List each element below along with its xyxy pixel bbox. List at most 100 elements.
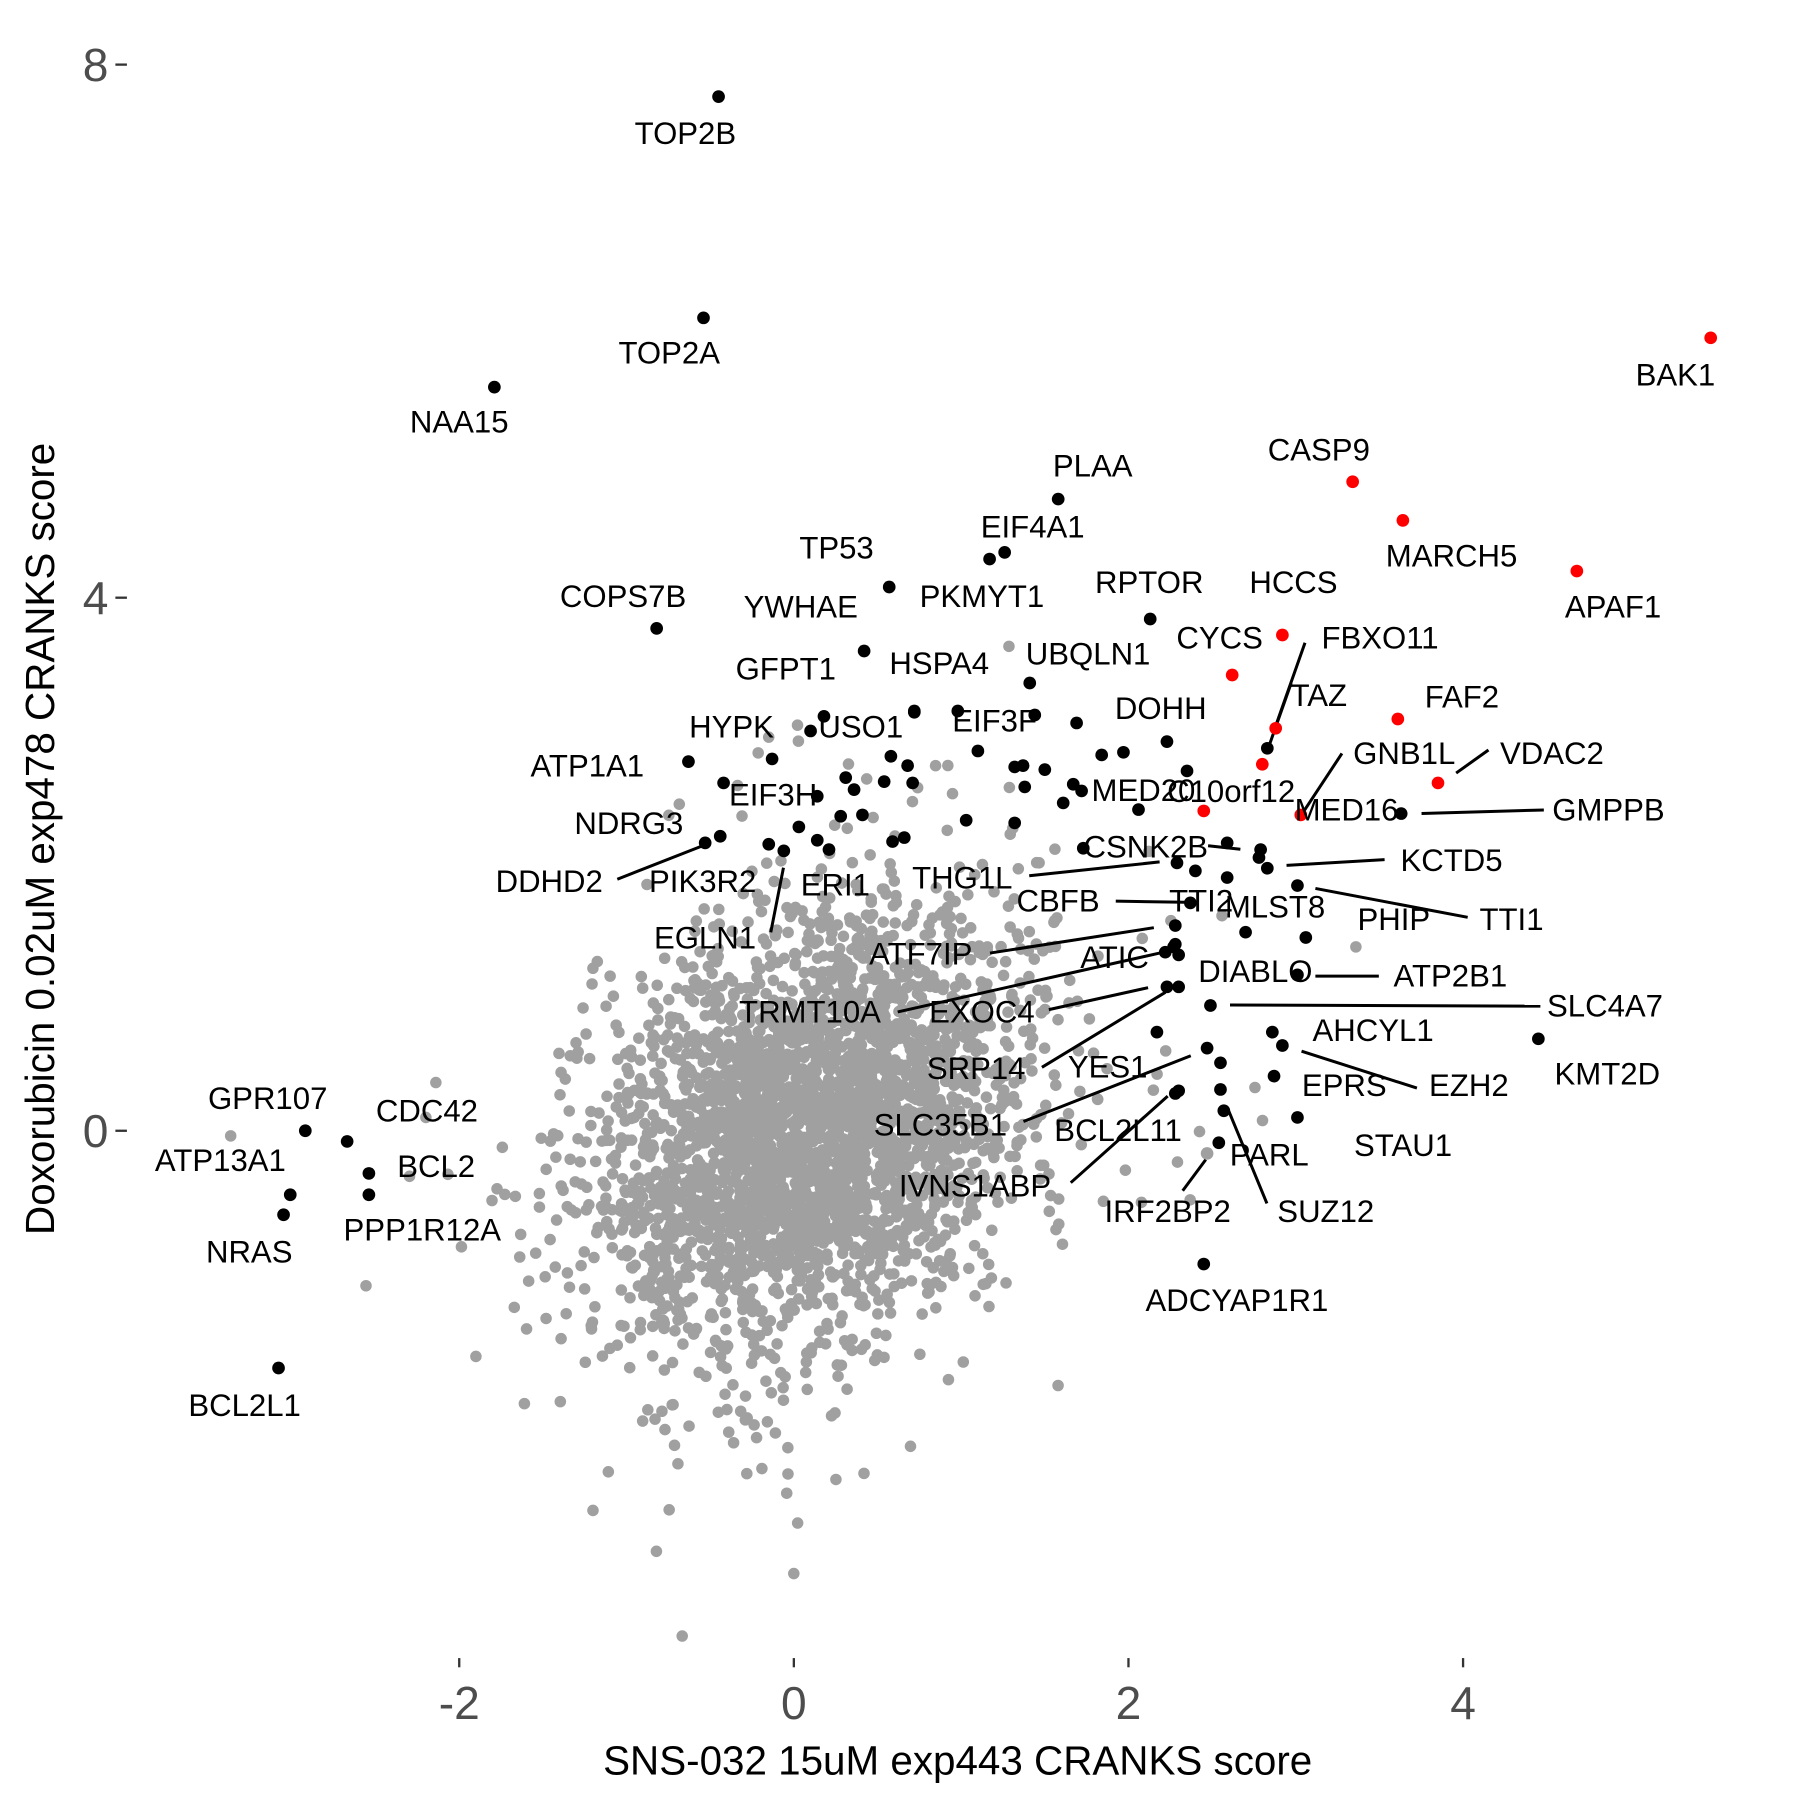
hit-point — [810, 833, 824, 847]
background-point — [623, 1361, 636, 1374]
leader-line — [1227, 1110, 1269, 1205]
background-point — [868, 1030, 881, 1042]
background-point — [740, 1326, 752, 1339]
background-point — [1216, 909, 1228, 922]
background-point — [811, 1235, 824, 1247]
background-point — [663, 1504, 675, 1516]
background-point — [619, 1115, 631, 1127]
background-point — [600, 1000, 612, 1012]
gene-label: COPS7B — [560, 579, 686, 614]
leader-line — [1115, 899, 1186, 904]
background-point — [599, 1180, 612, 1192]
background-point — [496, 1141, 509, 1154]
gene-label: CASP9 — [1268, 432, 1370, 467]
background-point — [946, 787, 959, 800]
background-point — [629, 1159, 642, 1171]
background-point — [992, 1196, 1004, 1208]
background-point — [874, 1263, 886, 1276]
background-point — [959, 978, 972, 991]
background-point — [1050, 1223, 1062, 1236]
background-point — [962, 888, 974, 901]
background-point — [629, 1259, 642, 1272]
background-point — [875, 1179, 888, 1191]
background-point — [790, 1037, 802, 1049]
background-point — [716, 1293, 729, 1305]
background-point — [714, 1201, 727, 1213]
background-point — [736, 810, 748, 822]
background-point — [1026, 1065, 1038, 1077]
background-point — [791, 1236, 804, 1249]
background-point — [544, 1233, 556, 1246]
background-point — [884, 1035, 896, 1048]
background-point — [583, 1052, 596, 1065]
background-point — [650, 1309, 662, 1321]
background-point — [603, 1134, 616, 1147]
hit-point — [1214, 1056, 1227, 1070]
background-point — [781, 1157, 794, 1170]
background-point — [740, 1027, 752, 1039]
background-point — [778, 1185, 790, 1197]
background-point — [813, 916, 825, 929]
background-point — [673, 1134, 686, 1146]
point-ndrg3 — [713, 829, 727, 843]
background-point — [827, 1187, 840, 1200]
gene-label: TP53 — [799, 530, 873, 565]
background-point — [654, 1070, 666, 1083]
background-point — [982, 1258, 995, 1271]
background-point — [775, 855, 787, 867]
background-point — [698, 903, 710, 915]
background-point — [969, 1290, 981, 1302]
gene-label: KMT2D — [1555, 1057, 1661, 1092]
background-point — [622, 1097, 634, 1109]
background-point — [689, 974, 701, 986]
background-point — [819, 901, 832, 913]
gene-label: ATIC — [1080, 940, 1149, 975]
hit-point — [1016, 759, 1030, 772]
background-point — [759, 894, 771, 907]
background-point — [781, 1166, 793, 1178]
background-point — [911, 987, 924, 1000]
background-point — [1087, 1047, 1100, 1059]
gene-label: CBFB — [1017, 884, 1100, 919]
background-point — [791, 1063, 803, 1075]
background-point — [1006, 988, 1018, 1001]
background-point — [1005, 1060, 1017, 1072]
background-point — [940, 1213, 952, 1226]
background-point — [579, 1356, 592, 1369]
gene-label: GPR107 — [208, 1081, 327, 1116]
background-point — [789, 1115, 801, 1127]
background-point — [1034, 1173, 1047, 1185]
background-point — [716, 1057, 728, 1069]
background-point — [880, 1329, 892, 1342]
background-point — [420, 1111, 432, 1124]
background-point — [926, 1224, 938, 1237]
background-point — [814, 1182, 827, 1195]
background-point — [973, 1112, 985, 1125]
background-point — [884, 1117, 897, 1130]
background-point — [1000, 1277, 1012, 1289]
background-point — [733, 1064, 745, 1077]
hit-point — [1220, 836, 1234, 850]
background-point — [777, 1394, 790, 1406]
background-point — [931, 1114, 943, 1126]
background-point — [624, 1246, 637, 1259]
background-point — [950, 1020, 962, 1032]
background-point — [722, 1185, 735, 1197]
background-point — [649, 1413, 661, 1425]
hit-point — [1070, 716, 1083, 730]
gene-label: PHIP — [1358, 902, 1431, 937]
background-point — [726, 925, 739, 937]
background-point — [901, 1115, 914, 1127]
background-point — [837, 930, 850, 943]
background-point — [813, 1198, 826, 1211]
background-point — [826, 1298, 839, 1311]
background-point — [872, 1308, 884, 1320]
background-point — [803, 1212, 815, 1224]
background-point — [1033, 857, 1045, 869]
background-point — [981, 1182, 994, 1194]
background-point — [858, 1467, 870, 1480]
background-point — [1043, 1205, 1056, 1218]
point-egln1 — [777, 844, 791, 858]
background-point — [719, 1107, 731, 1119]
point-ywhae — [857, 644, 871, 658]
